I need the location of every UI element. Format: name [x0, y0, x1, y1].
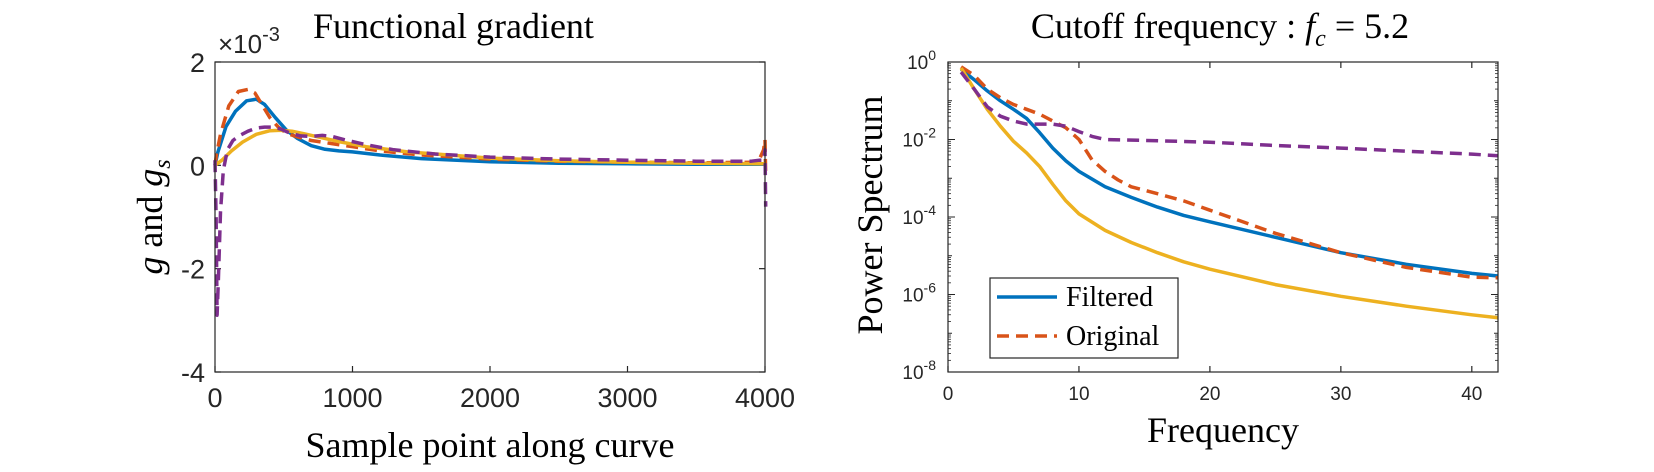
right-ytick-label: 10-4	[902, 202, 936, 229]
right-title: Cutoff frequency : fc = 5.2	[1031, 6, 1409, 52]
right-xtick-label: 40	[1461, 384, 1482, 405]
left-axes-frame	[214, 61, 766, 373]
right-xlabel: Frequency	[1147, 410, 1299, 450]
left-ytick-label: 0	[190, 151, 205, 181]
right-series-group	[959, 65, 1499, 320]
right-legend: Filtered Original	[989, 277, 1179, 359]
left-ytick-label: -2	[181, 255, 205, 285]
svg-text:g and gs: g and gs	[130, 159, 176, 274]
left-xlabel: Sample point along curve	[306, 425, 675, 465]
right-series-line-3	[959, 67, 1499, 320]
left-y-ticks: -4 -2 0 2	[181, 48, 765, 388]
right-xtick-label: 10	[1068, 384, 1089, 405]
left-xtick-label: 3000	[597, 383, 657, 413]
left-xtick-label: 0	[207, 383, 222, 413]
right-xtick-label: 20	[1199, 384, 1220, 405]
right-ytick-label: 100	[907, 47, 936, 74]
left-series-group	[213, 87, 768, 317]
left-ytick-label: -4	[181, 358, 205, 388]
right-y-ticks: 100 10-2 10-4 10-6 10-8	[902, 47, 1498, 384]
legend-box	[989, 277, 1179, 359]
right-axes-frame	[947, 61, 1499, 373]
right-ytick-label: 10-8	[902, 357, 936, 384]
left-xtick-label: 4000	[735, 383, 795, 413]
left-title: Functional gradient	[313, 6, 594, 46]
right-ytick-label: 10-6	[902, 280, 936, 307]
left-xtick-label: 2000	[460, 383, 520, 413]
left-xtick-label: 1000	[322, 383, 382, 413]
right-series-line-2	[960, 65, 1499, 280]
right-panel: Cutoff frequency : fc = 5.2 Power Spectr…	[850, 6, 1499, 450]
left-panel: Functional gradient ×10-3 g and gs -4 -2 0…	[130, 6, 795, 465]
right-series-line-1	[960, 67, 1499, 278]
left-exponent-label: ×10-3	[218, 24, 280, 59]
legend-label-filtered: Filtered	[1066, 282, 1153, 313]
svg-text:Power Spectrum: Power Spectrum	[850, 96, 890, 335]
right-series-line-4	[959, 71, 1499, 158]
right-ylabel: Power Spectrum	[850, 96, 890, 335]
left-ytick-label: 2	[190, 48, 205, 78]
right-ytick-label: 10-2	[902, 125, 936, 152]
left-x-ticks: 0 1000 2000 3000 4000	[207, 366, 795, 413]
right-xtick-label: 0	[943, 384, 954, 405]
legend-label-original: Original	[1066, 321, 1160, 352]
left-ylabel: g and gs	[130, 159, 176, 274]
left-series-line-4	[213, 125, 768, 317]
left-series-line-1	[213, 97, 765, 167]
right-xtick-label: 30	[1330, 384, 1351, 405]
